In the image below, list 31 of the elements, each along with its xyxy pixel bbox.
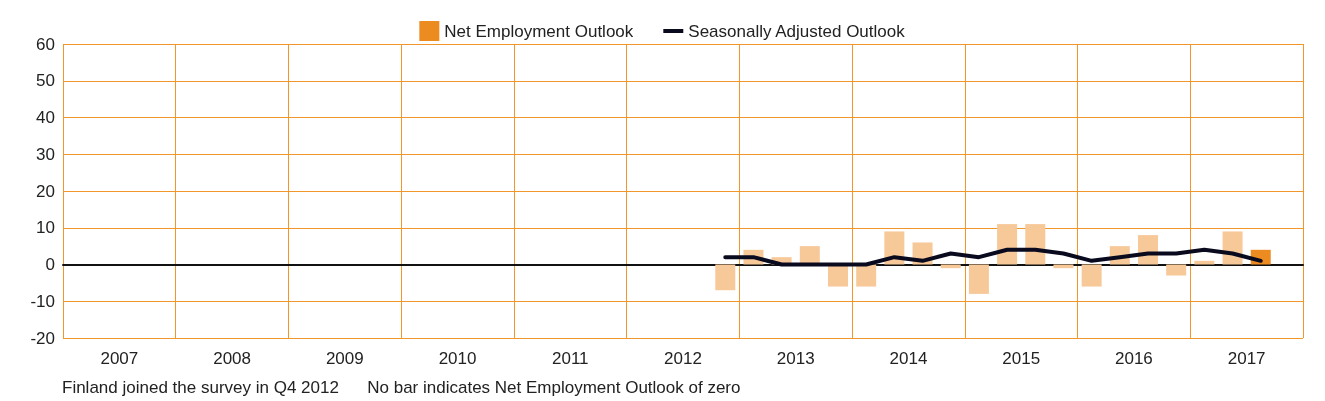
y-tick-label: 20 [36, 181, 55, 201]
y-tick-label: 50 [36, 71, 55, 91]
y-tick-label: 60 [36, 34, 55, 54]
y-tick-label: 0 [45, 255, 55, 274]
x-tick-label: 2012 [664, 349, 702, 368]
bar [856, 264, 877, 287]
bar [715, 264, 736, 291]
x-tick-label: 2010 [438, 349, 477, 368]
legend-label: Net Employment Outlook [444, 21, 634, 41]
y-tick-label: -20 [30, 328, 55, 348]
bar [1081, 264, 1102, 287]
line-series [723, 247, 1263, 267]
x-tick-label: 2016 [1114, 349, 1153, 368]
y-tick-label: 10 [36, 218, 55, 238]
text: Finland joined the survey in Q4 2012 No bar indicates Net Employment Outlook of zero [62, 378, 741, 397]
x-tick-label: 2007 [100, 349, 139, 368]
x-tick-label: 2013 [776, 349, 815, 368]
y-tick-label: -10 [30, 291, 55, 311]
legend-label: Seasonally Adjusted Outlook [688, 21, 906, 41]
y-tick-label: 30 [36, 144, 55, 164]
bar [1194, 260, 1215, 265]
x-tick-label: 2011 [551, 349, 589, 368]
x-tick-label: 2009 [325, 349, 364, 368]
bar [968, 264, 989, 294]
x-tick-label: 2014 [889, 349, 928, 368]
y-tick-label: 40 [36, 108, 55, 127]
bar [1166, 264, 1187, 276]
x-tick-label: 2017 [1227, 349, 1266, 368]
x-tick-label: 2008 [213, 349, 251, 368]
bar [1025, 224, 1046, 265]
x-tick-label: 2015 [1002, 349, 1041, 368]
